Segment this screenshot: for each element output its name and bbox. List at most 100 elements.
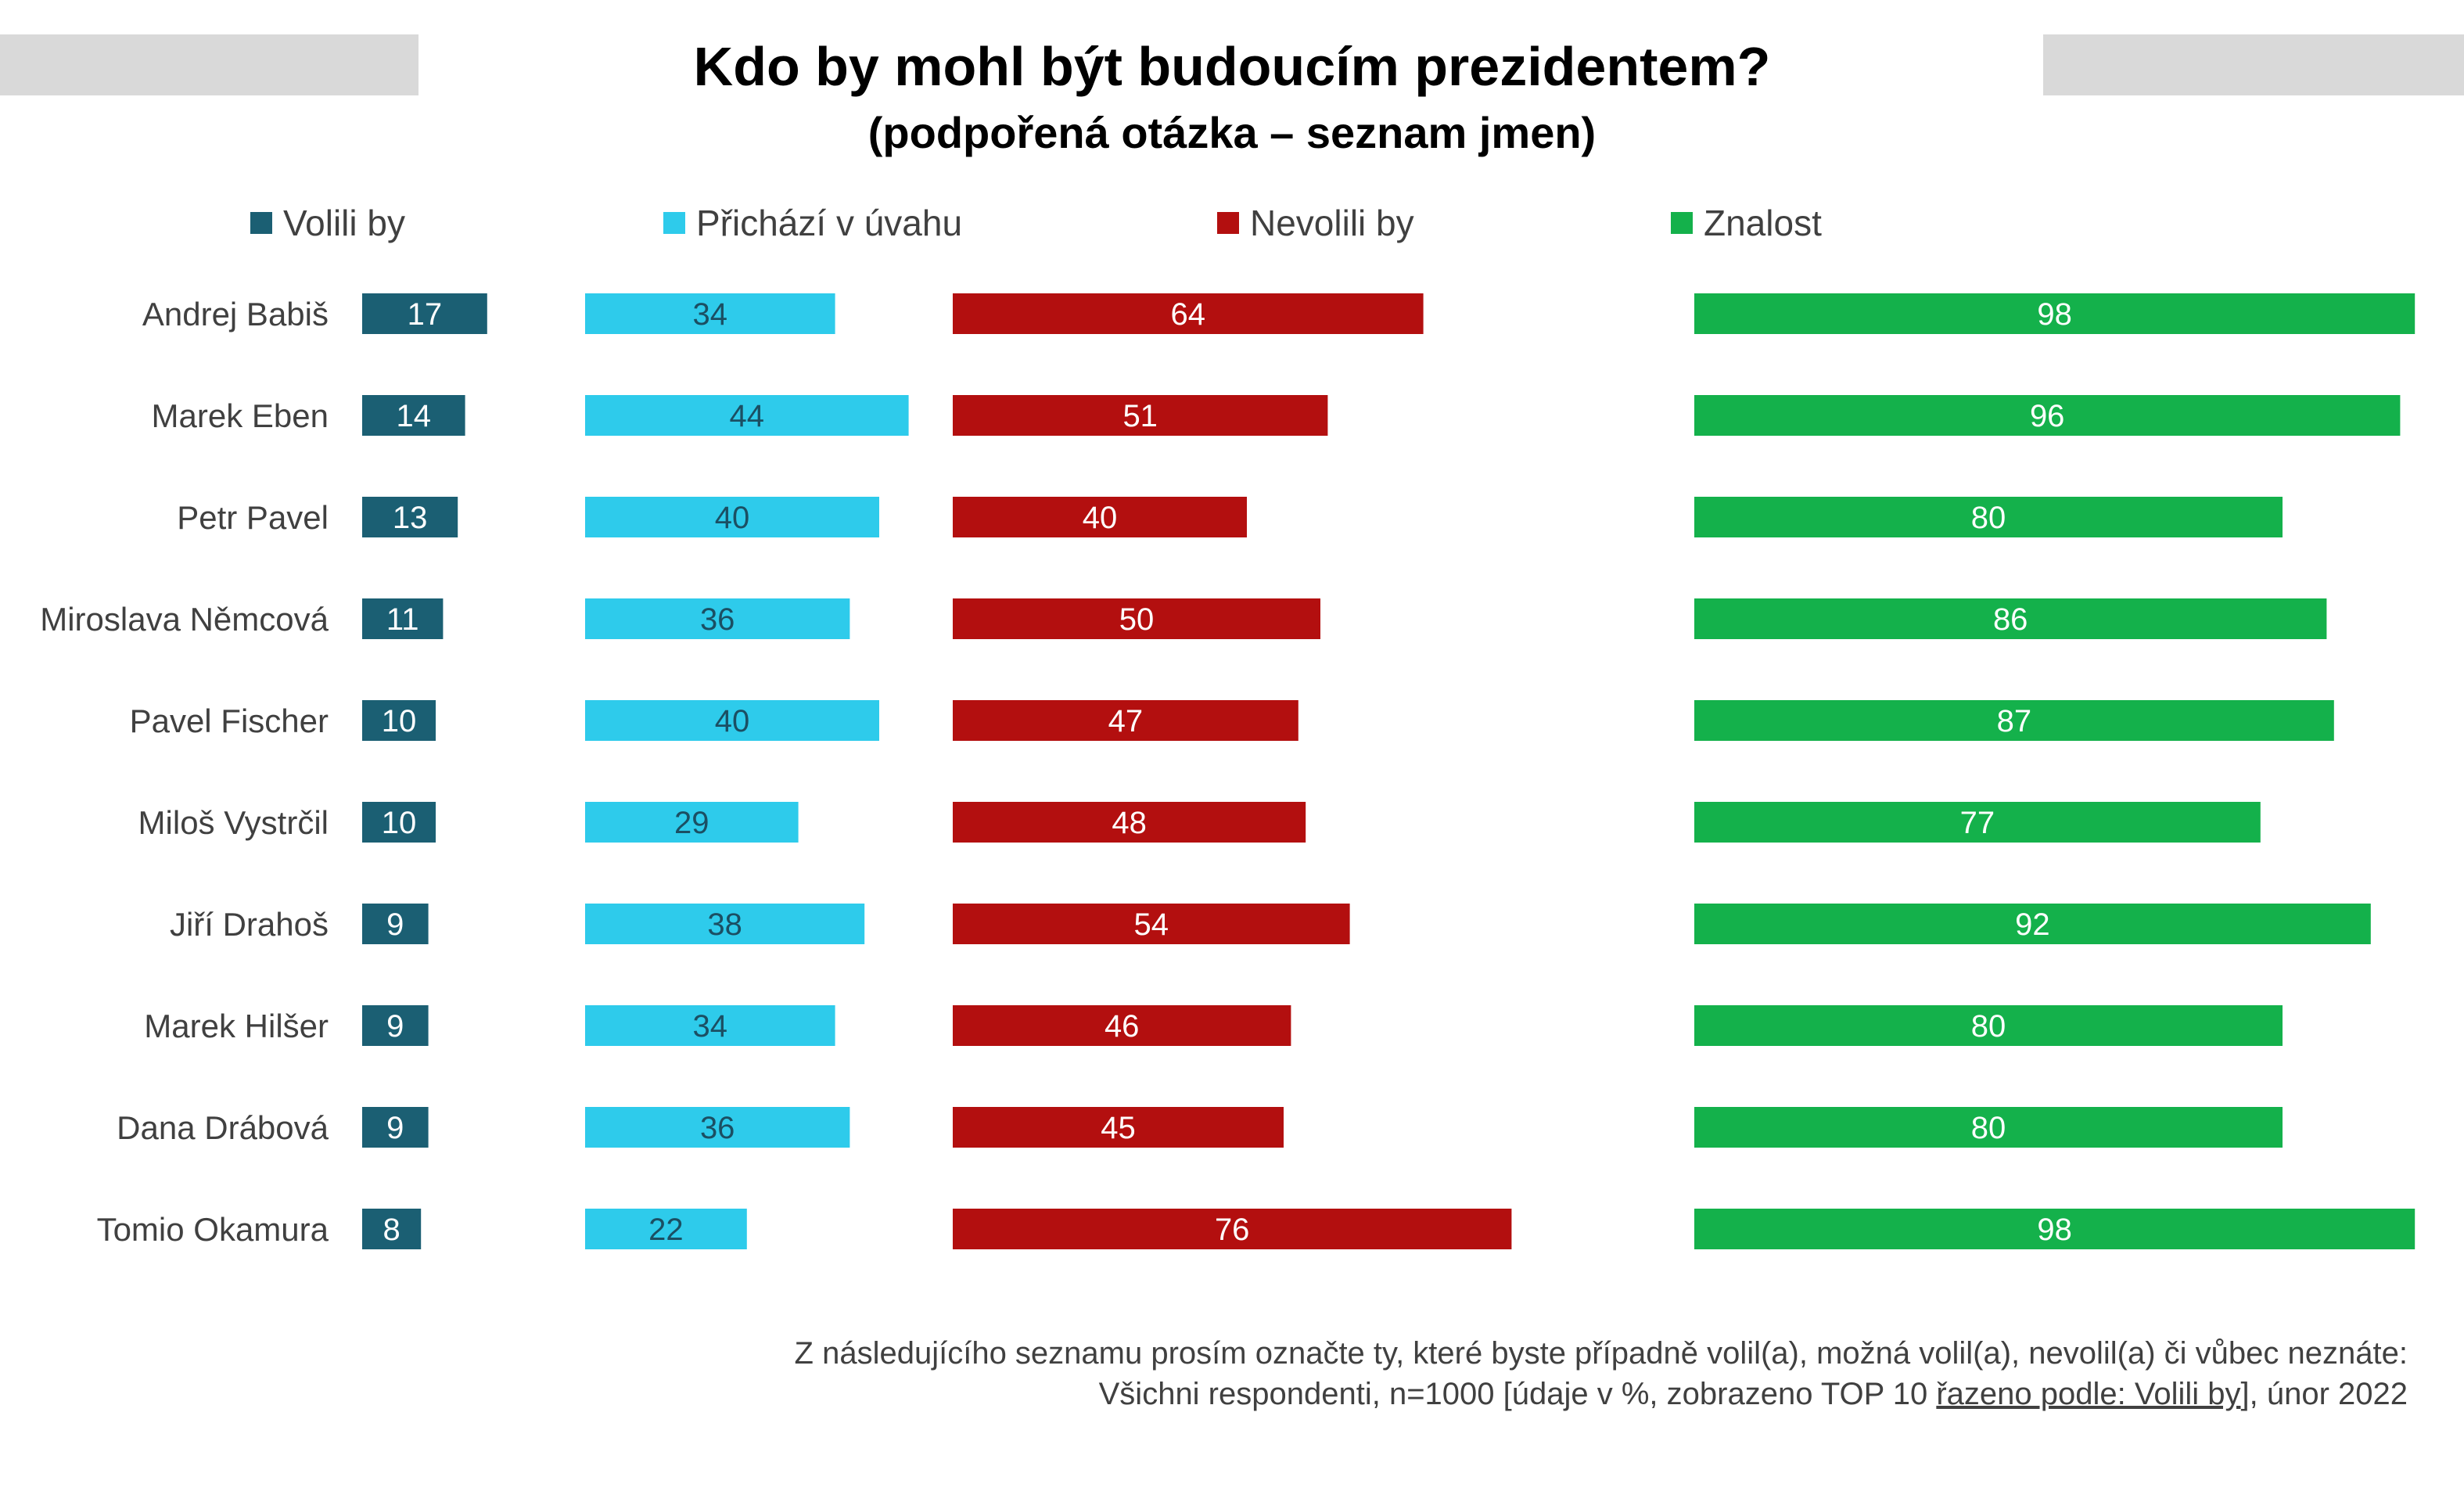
data-label-znalost: 77 xyxy=(1960,806,1995,840)
bar-prichazi xyxy=(585,802,799,843)
data-label-nevolili: 40 xyxy=(1083,501,1118,535)
bar-prichazi xyxy=(585,1107,850,1148)
category-label: Petr Pavel xyxy=(177,499,329,536)
data-label-nevolili: 45 xyxy=(1101,1111,1136,1145)
bar-znalost xyxy=(1694,395,2401,436)
data-label-nevolili: 76 xyxy=(1215,1213,1250,1247)
legend-label-prichazi: Přichází v úvahu xyxy=(696,203,963,243)
legend-swatch-nevolili xyxy=(1217,212,1239,234)
data-label-volili: 9 xyxy=(386,1009,404,1044)
category-label: Dana Drábová xyxy=(117,1109,329,1146)
data-label-prichazi: 29 xyxy=(674,806,709,840)
data-label-volili: 17 xyxy=(408,297,443,332)
category-label: Marek Hilšer xyxy=(144,1008,329,1044)
data-label-nevolili: 54 xyxy=(1134,907,1169,942)
bar-znalost xyxy=(1694,497,2283,537)
data-label-znalost: 80 xyxy=(1971,1111,2006,1145)
bar-nevolili xyxy=(953,395,1328,436)
bar-nevolili xyxy=(953,598,1320,639)
chart-title: Kdo by mohl být budoucím prezidentem? xyxy=(693,36,1771,97)
chart-subtitle: (podpořená otázka – seznam jmen) xyxy=(867,108,1597,157)
right-grey-strip xyxy=(2043,34,2464,95)
data-label-prichazi: 40 xyxy=(715,501,750,535)
bar-znalost xyxy=(1694,1209,2416,1249)
data-label-znalost: 80 xyxy=(1971,1009,2006,1044)
legend-item-nevolili: Nevolili by xyxy=(1217,199,1414,246)
legend-swatch-volili xyxy=(250,212,272,234)
data-label-volili: 11 xyxy=(386,602,419,637)
bar-nevolili xyxy=(953,1107,1284,1148)
bar-znalost xyxy=(1694,293,2416,334)
category-label: Jiří Drahoš xyxy=(170,906,329,943)
data-label-volili: 10 xyxy=(382,704,417,738)
footnote-line-2: Všichni respondenti, n=1000 [údaje v %, … xyxy=(530,1374,2408,1414)
data-label-volili: 10 xyxy=(382,806,417,840)
bar-prichazi xyxy=(585,293,835,334)
category-label: Miroslava Němcová xyxy=(40,601,329,638)
bar-nevolili xyxy=(953,802,1306,843)
bar-volili xyxy=(362,904,429,944)
bar-znalost xyxy=(1694,802,2261,843)
bar-volili xyxy=(362,1209,422,1249)
category-label: Miloš Vystrčil xyxy=(138,804,329,841)
bar-nevolili xyxy=(953,1005,1291,1046)
data-label-volili: 13 xyxy=(393,501,428,535)
data-label-volili: 8 xyxy=(383,1213,400,1247)
data-label-prichazi: 34 xyxy=(693,1009,728,1044)
category-label: Tomio Okamura xyxy=(97,1211,329,1248)
bar-prichazi xyxy=(585,1005,835,1046)
data-label-volili: 9 xyxy=(386,907,404,942)
data-label-prichazi: 34 xyxy=(693,297,728,332)
category-label: Marek Eben xyxy=(152,397,329,434)
legend-swatch-prichazi xyxy=(663,212,685,234)
bar-volili xyxy=(362,598,444,639)
bar-nevolili xyxy=(953,1209,1512,1249)
bar-prichazi xyxy=(585,700,879,741)
bar-nevolili xyxy=(953,904,1350,944)
bar-znalost xyxy=(1694,1005,2283,1046)
footnote-line-1: Z následujícího seznamu prosím označte t… xyxy=(794,1336,2408,1371)
bar-znalost xyxy=(1694,700,2334,741)
bar-volili xyxy=(362,802,436,843)
legend-item-prichazi: Přichází v úvahu xyxy=(663,199,962,246)
bar-prichazi xyxy=(585,497,879,537)
bar-prichazi xyxy=(585,1209,747,1249)
data-label-prichazi: 38 xyxy=(707,907,742,942)
data-label-nevolili: 64 xyxy=(1171,297,1206,332)
bar-prichazi xyxy=(585,904,865,944)
data-label-nevolili: 50 xyxy=(1119,602,1155,637)
data-label-prichazi: 40 xyxy=(715,704,750,738)
legend-swatch-znalost xyxy=(1671,212,1693,234)
footnote-line-2-part-a: Všichni respondenti, n=1000 [údaje v %, … xyxy=(1098,1377,1937,1411)
data-label-nevolili: 48 xyxy=(1112,806,1147,840)
data-label-prichazi: 22 xyxy=(648,1213,684,1247)
data-label-volili: 14 xyxy=(397,399,432,433)
bar-nevolili xyxy=(953,293,1424,334)
data-label-znalost: 98 xyxy=(2037,297,2072,332)
data-label-nevolili: 51 xyxy=(1122,399,1158,433)
bar-znalost xyxy=(1694,1107,2283,1148)
bar-znalost xyxy=(1694,904,2371,944)
data-label-nevolili: 46 xyxy=(1104,1009,1140,1044)
bar-volili xyxy=(362,497,458,537)
data-label-znalost: 86 xyxy=(1993,602,2028,637)
bar-volili xyxy=(362,395,465,436)
legend-item-znalost: Znalost xyxy=(1671,199,1822,246)
bar-nevolili xyxy=(953,497,1247,537)
data-label-znalost: 80 xyxy=(1971,501,2006,535)
data-label-znalost: 92 xyxy=(2015,907,2050,942)
bar-znalost xyxy=(1694,598,2327,639)
category-label: Pavel Fischer xyxy=(130,702,329,739)
bar-nevolili xyxy=(953,700,1298,741)
legend-label-nevolili: Nevolili by xyxy=(1250,203,1414,243)
bar-volili xyxy=(362,1107,429,1148)
footnote-sort-note: řazeno podle: Volili by xyxy=(1936,1377,2241,1411)
bar-volili xyxy=(362,293,487,334)
data-label-prichazi: 36 xyxy=(700,1111,735,1145)
data-label-prichazi: 44 xyxy=(730,399,765,433)
bar-prichazi xyxy=(585,395,909,436)
left-grey-strip xyxy=(0,34,418,95)
data-label-volili: 9 xyxy=(386,1111,404,1145)
legend-item-volili: Volili by xyxy=(250,199,405,246)
